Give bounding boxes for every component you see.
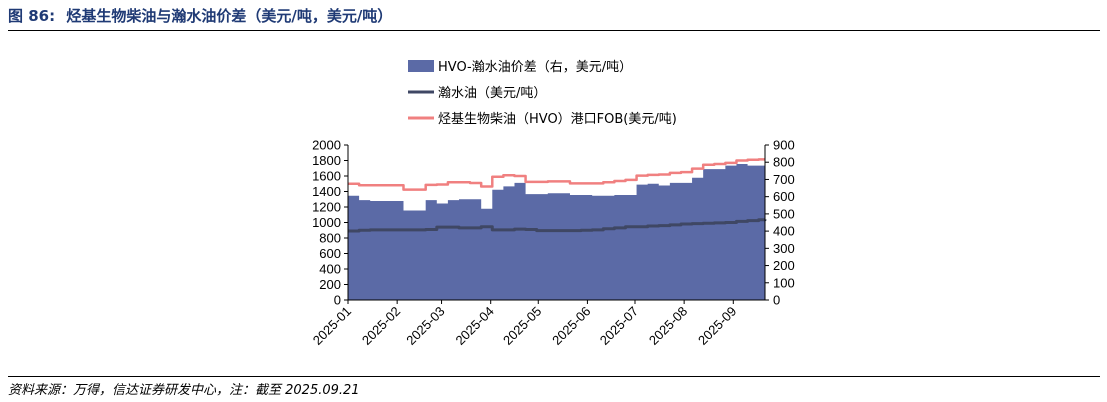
y-left-tick-label: 1600 bbox=[312, 169, 341, 184]
y-right-tick-label: 500 bbox=[773, 206, 795, 221]
x-tick-label: 2025-03 bbox=[403, 304, 447, 348]
y-right-tick-label: 200 bbox=[773, 258, 795, 273]
y-right-tick-label: 900 bbox=[773, 138, 795, 153]
y-right-tick-label: 600 bbox=[773, 189, 795, 204]
x-tick-label: 2025-02 bbox=[359, 304, 403, 348]
chart-title-bar: 图 86: 烃基生物柴油与瀚水油价差（美元/吨，美元/吨） bbox=[8, 4, 1100, 31]
y-right-tick-label: 100 bbox=[773, 275, 795, 290]
x-tick-label: 2025-08 bbox=[646, 304, 690, 348]
source-note: 资料来源：万得，信达证券研发中心，注：截至 2025.09.21 bbox=[8, 376, 1100, 398]
legend-swatch-spread bbox=[408, 60, 434, 72]
legend-label: HVO-瀚水油价差（右，美元/吨） bbox=[438, 60, 632, 75]
legend-label: 瀚水油（美元/吨） bbox=[438, 86, 546, 101]
y-right-tick-label: 700 bbox=[773, 172, 795, 187]
y-left-tick-label: 1800 bbox=[312, 153, 341, 168]
x-tick-label: 2025-01 bbox=[310, 304, 354, 348]
x-tick-label: 2025-07 bbox=[597, 304, 641, 348]
x-tick-label: 2025-05 bbox=[500, 304, 544, 348]
y-left-tick-label: 800 bbox=[319, 231, 341, 246]
series-line-hvo bbox=[348, 158, 765, 191]
figure-number: 图 86: bbox=[8, 7, 56, 25]
chart-title: 烃基生物柴油与瀚水油价差（美元/吨，美元/吨） bbox=[66, 7, 393, 25]
legend: HVO-瀚水油价差（右，美元/吨） 瀚水油（美元/吨） 烃基生物柴油（HVO）港口F… bbox=[408, 60, 677, 127]
y-left-tick-label: 400 bbox=[319, 262, 341, 277]
y-right-tick-label: 400 bbox=[773, 224, 795, 239]
x-tick-label: 2025-04 bbox=[452, 304, 496, 348]
y-left-tick-label: 1000 bbox=[312, 215, 341, 230]
y-left-tick-label: 1400 bbox=[312, 184, 341, 199]
y-left-tick-label: 0 bbox=[334, 293, 341, 308]
y-left-tick-label: 200 bbox=[319, 277, 341, 292]
y-left-tick-label: 1200 bbox=[312, 200, 341, 215]
plot-area bbox=[348, 158, 767, 300]
series-line-diesel bbox=[348, 218, 767, 233]
x-tick-label: 2025-09 bbox=[695, 304, 739, 348]
y-left-tick-label: 600 bbox=[319, 246, 341, 261]
y-right-tick-label: 800 bbox=[773, 155, 795, 170]
y-right-tick-label: 0 bbox=[773, 293, 780, 308]
y-left-tick-label: 2000 bbox=[312, 138, 341, 153]
legend-label: 烃基生物柴油（HVO）港口FOB(美元/吨) bbox=[438, 112, 677, 127]
y-right-tick-label: 300 bbox=[773, 241, 795, 256]
x-tick-label: 2025-06 bbox=[549, 304, 593, 348]
